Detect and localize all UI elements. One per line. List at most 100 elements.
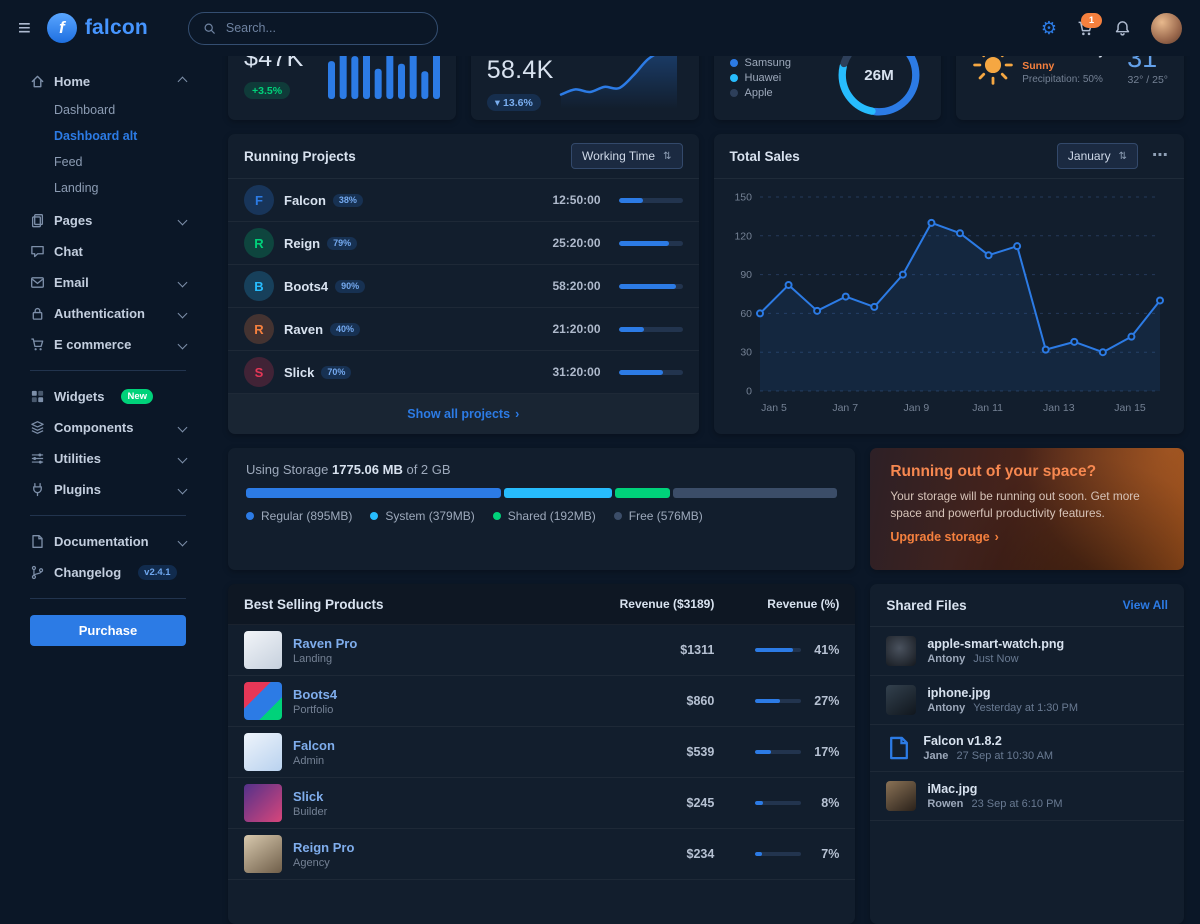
product-category-link[interactable]: Builder [293,806,327,818]
settings-gear-icon[interactable]: ⚙ [1041,19,1057,37]
sidebar-item[interactable]: Plugins [30,474,186,505]
sidebar-item-home[interactable]: Home [30,66,186,97]
product-category-link[interactable]: Agency [293,857,354,869]
show-all-projects-link[interactable]: Show all projects › [228,394,699,434]
product-revenue: $245 [564,796,714,810]
upgrade-storage-link[interactable]: Upgrade storage › [890,530,999,544]
file-thumbnail[interactable] [886,636,916,666]
file-archive-icon[interactable] [886,735,912,761]
sidebar-subitem[interactable]: Dashboard alt [30,123,186,149]
search-input[interactable] [224,20,423,36]
product-thumbnail[interactable] [244,835,282,873]
documentation-icon [30,534,45,549]
product-name-link[interactable]: Slick [293,789,327,804]
sidebar-subitem[interactable]: Feed [30,149,186,175]
cart-icon[interactable]: 1 [1077,20,1094,37]
components-icon [30,420,45,435]
sidebar-item[interactable]: Changelog v2.4.1 [30,557,186,588]
chevron-down-icon [178,216,188,226]
sidebar-item[interactable]: Documentation [30,526,186,557]
list-item: Falcon v1.8.2 Jane 27 Sep at 10:30 AM [870,725,1184,772]
notifications-bell-icon[interactable] [1114,20,1131,37]
sidebar-item[interactable]: Chat [30,236,186,267]
legend-dot [246,512,254,520]
storage-used: 1775.06 MB [332,462,403,477]
sidebar-item[interactable]: Authentication [30,298,186,329]
project-name[interactable]: Raven [284,322,323,337]
product-category-link[interactable]: Admin [293,755,335,767]
working-time-select[interactable]: Working Time ⇅ [571,143,683,169]
search-icon [203,22,216,35]
sidebar-item[interactable]: Widgets New [30,381,186,412]
sidebar-item[interactable]: Components [30,412,186,443]
card-menu-icon[interactable]: ⋯ [1152,151,1168,161]
product-name-link[interactable]: Reign Pro [293,840,354,855]
product-name-link[interactable]: Boots4 [293,687,337,702]
sidebar-item[interactable]: E commerce [30,329,186,360]
sidebar-divider [30,598,186,599]
project-list: F Falcon 38% 12:50:00 R Reign 79% 25:20:… [228,179,699,394]
storage-legend-item: System (379MB) [370,509,474,523]
running-projects-title: Running Projects [244,149,356,164]
weather-condition: Sunny [1022,60,1105,72]
storage-legend: Regular (895MB) System (379MB) Shared (1… [246,509,837,523]
file-thumbnail[interactable] [886,781,916,811]
project-progress-bar [619,284,683,289]
product-thumbnail[interactable] [244,784,282,822]
storage-legend-item: Shared (192MB) [493,509,596,523]
project-name[interactable]: Reign [284,236,320,251]
shared-files-title: Shared Files [886,598,966,613]
hamburger-menu-icon[interactable]: ≡ [18,17,31,39]
view-all-link[interactable]: View All [1123,598,1168,612]
product-thumbnail[interactable] [244,733,282,771]
chevron-down-icon [178,454,188,464]
list-item: iMac.jpg Rowen 23 Sep at 6:10 PM [870,772,1184,821]
shopping-cart-icon [30,337,45,352]
product-revenue: $860 [564,694,714,708]
legend-item: Apple [730,87,791,99]
file-name[interactable]: iMac.jpg [927,782,1062,796]
svg-text:150: 150 [734,192,752,204]
svg-text:Jan 5: Jan 5 [761,402,787,414]
search-box[interactable] [188,12,438,45]
product-category-link[interactable]: Landing [293,653,357,665]
project-time: 21:20:00 [552,322,600,336]
product-progress-bar [755,648,801,652]
storage-segment [673,488,837,498]
sidebar-subitem[interactable]: Dashboard [30,97,186,123]
product-name-link[interactable]: Raven Pro [293,636,357,651]
chevron-down-icon [178,278,188,288]
product-revenue-pct: 41% [809,643,839,657]
product-category-link[interactable]: Portfolio [293,704,337,716]
project-name[interactable]: Slick [284,365,314,380]
file-name[interactable]: iphone.jpg [927,686,1078,700]
market-share-legend: Samsung Huawei Apple [730,57,791,99]
file-timestamp: Just Now [973,653,1018,665]
product-thumbnail[interactable] [244,682,282,720]
version-badge: v2.4.1 [138,565,176,580]
lock-icon [30,306,45,321]
product-progress-bar [755,801,801,805]
file-thumbnail[interactable] [886,685,916,715]
project-name[interactable]: Boots4 [284,279,328,294]
user-avatar[interactable] [1151,13,1182,44]
purchase-button[interactable]: Purchase [30,615,186,646]
upgrade-space-card: Running out of your space? Your storage … [870,448,1184,570]
sidebar-item[interactable]: Pages [30,205,186,236]
sidebar-item[interactable]: Utilities [30,443,186,474]
file-name[interactable]: Falcon v1.8.2 [923,734,1053,748]
project-row: S Slick 70% 31:20:00 [228,351,699,394]
widgets-icon [30,389,45,404]
brand-logo[interactable]: f falcon [47,13,148,43]
sidebar-subitem[interactable]: Landing [30,175,186,201]
product-thumbnail[interactable] [244,631,282,669]
project-name[interactable]: Falcon [284,193,326,208]
legend-dot [493,512,501,520]
sidebar-item[interactable]: Email [30,267,186,298]
best-selling-card: Best Selling Products Revenue ($3189) Re… [228,584,855,924]
best-selling-title: Best Selling Products [244,597,564,612]
home-icon [30,74,45,89]
file-name[interactable]: apple-smart-watch.png [927,637,1064,651]
product-name-link[interactable]: Falcon [293,738,335,753]
month-select[interactable]: January ⇅ [1057,143,1138,169]
